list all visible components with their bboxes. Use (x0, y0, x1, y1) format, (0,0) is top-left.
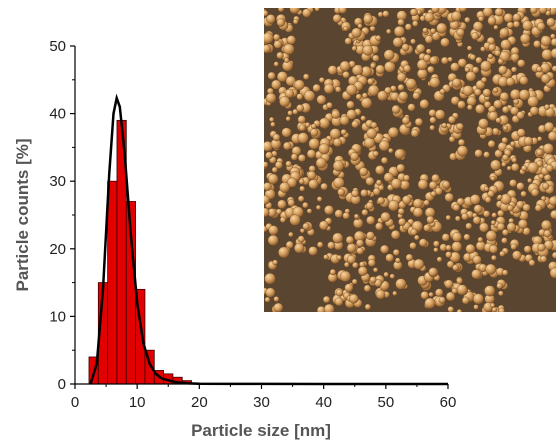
sem-inset-image (264, 8, 556, 312)
y-tick-label: 20 (49, 241, 66, 258)
x-axis-title: Particle size [nm] (191, 421, 331, 440)
x-tick-label: 0 (71, 394, 79, 411)
y-tick-label: 40 (49, 106, 66, 123)
y-tick-label: 30 (49, 173, 66, 190)
x-ticks: 0 10 20 30 40 50 60 (71, 384, 457, 411)
x-tick-label: 30 (253, 394, 270, 411)
y-tick-label: 0 (58, 376, 66, 393)
histogram-bars (88, 119, 192, 385)
y-tick-label: 50 (49, 38, 66, 55)
x-tick-label: 50 (377, 394, 394, 411)
x-tick-label: 20 (191, 394, 208, 411)
y-axis-title: Particle counts [%] (13, 138, 32, 291)
x-tick-label: 10 (129, 394, 146, 411)
y-tick-label: 10 (49, 308, 66, 325)
histogram-bar (107, 180, 118, 385)
y-ticks: 0 10 20 30 40 50 (49, 38, 75, 393)
x-tick-label: 40 (315, 394, 332, 411)
x-tick-label: 60 (440, 394, 457, 411)
